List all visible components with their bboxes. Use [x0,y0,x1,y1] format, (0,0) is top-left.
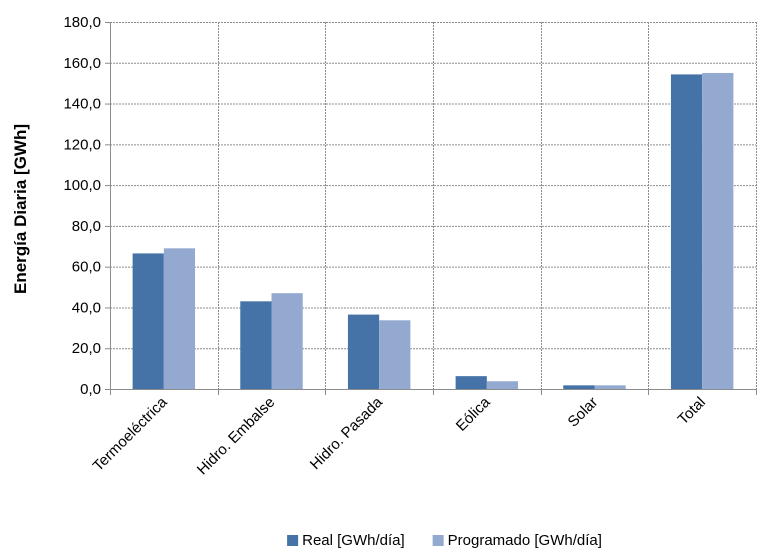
axes-layer [105,22,757,395]
y-tick-label: 40,0 [72,299,101,316]
legend-swatch [287,535,299,546]
x-category-label: Hidro. Pasada [307,393,387,473]
y-tick-label: 120,0 [63,136,101,153]
legend: Real [GWh/día] Programado [GWh/día] [287,532,602,549]
bar-real [670,74,703,389]
y-tick-label: 160,0 [63,55,101,72]
bar-programado [702,72,734,389]
y-tick-label: 80,0 [72,218,101,235]
bar-real [455,376,487,389]
legend-item: Real [GWh/día] [287,532,405,549]
y-tick-label: 20,0 [72,340,101,357]
legend-label: Programado [GWh/día] [448,532,602,549]
bar-real [132,253,164,389]
bars-layer [132,72,734,389]
grid-layer [110,22,757,389]
y-tick-label: 140,0 [63,96,101,113]
bar-programado [163,248,196,389]
x-category-label: Solar [565,394,602,431]
bar-programado [271,293,303,389]
legend-item: Programado [GWh/día] [432,532,602,549]
bar-real [240,301,272,389]
bar-programado [486,381,519,389]
bar-real [347,314,380,389]
legend-swatch [432,535,444,546]
x-category-label: Eólica [453,393,494,434]
x-category-label: Total [675,394,709,428]
x-category-label: Termoeléctrica [90,393,171,474]
bar-programado [379,320,411,389]
legend-label: Real [GWh/día] [302,532,405,549]
y-tick-label: 60,0 [72,259,101,276]
x-category-labels: Termoeléctrica Hidro. Embalse Hidro. Pasad… [90,393,709,478]
bar-real [563,385,595,389]
bar-programado [594,385,626,389]
y-tick-label: 180,0 [63,14,101,31]
y-axis-title: Energía Diaria [GWh] [11,124,30,294]
y-tick-label: 0,0 [80,381,101,398]
x-category-label: Hidro. Embalse [194,394,279,479]
y-tick-labels: 0,0 20,0 40,0 60,0 80,0 100,0 120,0 140,0 160,0 1… [63,14,101,398]
y-tick-label: 100,0 [63,177,101,194]
